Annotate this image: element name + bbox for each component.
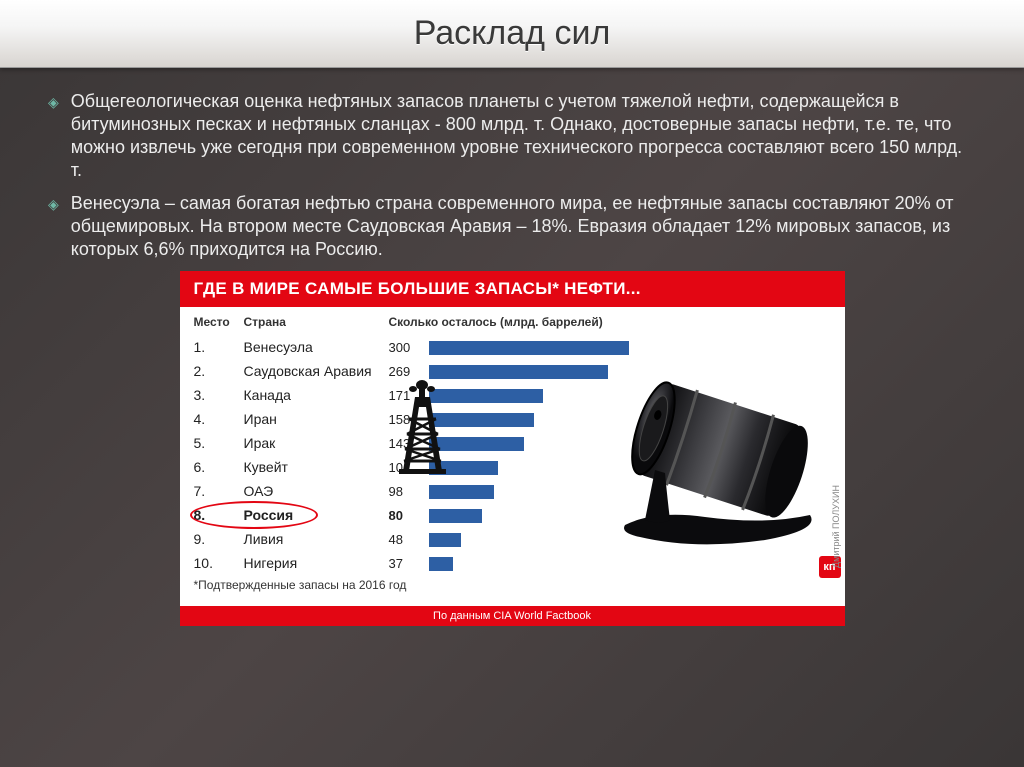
oil-derrick-icon <box>395 379 450 479</box>
cell-rank: 9. <box>194 531 244 549</box>
table-row: 10.Нигерия37 <box>180 552 845 576</box>
value-bar <box>429 485 494 499</box>
cell-country: Ирак <box>244 435 389 453</box>
value-bar <box>429 341 629 355</box>
cell-rank: 1. <box>194 339 244 357</box>
value-number: 37 <box>389 556 429 573</box>
slide-content: ◈ Общегеологическая оценка нефтяных запа… <box>0 68 1024 636</box>
cell-rank: 4. <box>194 411 244 429</box>
cell-country: Саудовская Аравия <box>244 363 389 381</box>
bullet-item: ◈ Общегеологическая оценка нефтяных запа… <box>48 90 976 182</box>
bullet-item: ◈ Венесуэла – самая богатая нефтью стран… <box>48 192 976 261</box>
oil-barrel-icon <box>615 355 825 555</box>
value-number: 80 <box>389 508 429 525</box>
cell-country: Нигерия <box>244 555 389 573</box>
cell-rank: 6. <box>194 459 244 477</box>
cell-rank: 10. <box>194 555 244 573</box>
cell-country: Ливия <box>244 531 389 549</box>
bullet-marker-icon: ◈ <box>48 196 59 261</box>
cell-rank: 2. <box>194 363 244 381</box>
infographic-body: Место Страна Сколько осталось (млрд. бар… <box>180 307 845 606</box>
col-header-rank: Место <box>194 315 244 330</box>
value-number: 98 <box>389 484 429 501</box>
col-header-amount: Сколько осталось (млрд. баррелей) <box>389 315 831 330</box>
cell-rank: 3. <box>194 387 244 405</box>
cell-country: Канада <box>244 387 389 405</box>
infographic-source: По данным CIA World Factbook <box>180 606 845 626</box>
cell-value-bar: 37 <box>389 556 831 573</box>
value-bar <box>429 557 454 571</box>
bullet-marker-icon: ◈ <box>48 94 59 182</box>
bullet-text: Общегеологическая оценка нефтяных запасо… <box>71 90 976 182</box>
infographic-credit: Дмитрий ПОЛУХИН <box>831 485 843 568</box>
value-number: 48 <box>389 532 429 549</box>
oil-reserves-infographic: ГДЕ В МИРЕ САМЫЕ БОЛЬШИЕ ЗАПАСЫ* НЕФТИ..… <box>180 271 845 626</box>
value-number: 300 <box>389 340 429 357</box>
value-bar <box>429 509 482 523</box>
slide-title-bar: Расклад сил <box>0 0 1024 68</box>
value-bar <box>429 365 608 379</box>
col-header-country: Страна <box>244 315 389 330</box>
column-headers: Место Страна Сколько осталось (млрд. бар… <box>180 313 845 336</box>
infographic-footnote: *Подтвержденные запасы на 2016 год <box>194 578 407 593</box>
value-bar <box>429 533 461 547</box>
cell-rank: 5. <box>194 435 244 453</box>
cell-country: Кувейт <box>244 459 389 477</box>
cell-country: Венесуэла <box>244 339 389 357</box>
bullet-text: Венесуэла – самая богатая нефтью страна … <box>71 192 976 261</box>
infographic-header: ГДЕ В МИРЕ САМЫЕ БОЛЬШИЕ ЗАПАСЫ* НЕФТИ..… <box>180 271 845 307</box>
cell-rank: 7. <box>194 483 244 501</box>
cell-country: ОАЭ <box>244 483 389 501</box>
cell-country: Иран <box>244 411 389 429</box>
slide-title: Расклад сил <box>0 14 1024 53</box>
